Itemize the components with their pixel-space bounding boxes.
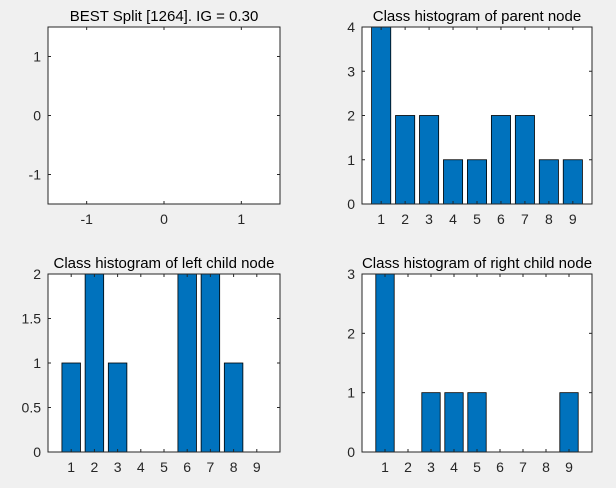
- y-tick-label: 1: [347, 385, 355, 401]
- x-tick-label: 5: [473, 459, 481, 475]
- bar-1: [61, 362, 81, 453]
- y-tick-label: -1: [29, 167, 42, 183]
- bar-7: [514, 115, 535, 205]
- bar-3: [107, 362, 128, 453]
- y-tick-label: 1: [347, 152, 355, 168]
- x-tick-label: 2: [91, 459, 99, 475]
- x-tick-label: 9: [569, 211, 577, 227]
- y-tick-label: 1: [33, 49, 41, 65]
- y-tick-label: 0: [347, 196, 355, 212]
- x-tick-label: 4: [137, 459, 145, 475]
- bar-7: [200, 273, 221, 453]
- bar-3: [421, 392, 441, 453]
- y-tick-label: 0: [33, 108, 41, 124]
- y-tick-label: 4: [347, 19, 355, 35]
- x-tick-label: 3: [114, 459, 122, 475]
- x-tick-label: 2: [404, 459, 412, 475]
- y-tick-label: 1: [33, 355, 41, 371]
- y-tick-label: 0.5: [22, 400, 42, 416]
- x-tick-label: 5: [473, 211, 481, 227]
- x-tick-label: 5: [160, 459, 168, 475]
- x-tick-label: 3: [425, 211, 433, 227]
- y-tick-label: 0: [347, 444, 355, 460]
- axes-background: [48, 274, 280, 452]
- chart-title: Class histogram of parent node: [373, 8, 581, 25]
- bar-2: [395, 115, 416, 205]
- x-tick-label: 7: [207, 459, 215, 475]
- axes-1: -1 0 1 -1 0 1 BEST Split [1264]. IG = 0.30: [29, 8, 281, 227]
- y-tick-label: 2: [347, 325, 355, 341]
- x-tick-label: 7: [519, 459, 527, 475]
- axes-background: [48, 27, 280, 204]
- y-tick-label: 3: [347, 266, 355, 282]
- bar-6: [177, 273, 197, 453]
- x-tick-label: 6: [497, 211, 505, 227]
- x-tick-label: 1: [381, 459, 389, 475]
- x-tick-label: 1: [67, 459, 75, 475]
- x-tick-label: 8: [545, 211, 553, 227]
- x-tick-label: 6: [496, 459, 504, 475]
- chart-title: Class histogram of right child node: [362, 255, 592, 272]
- y-tick-label: 3: [347, 63, 355, 79]
- x-tick-label: 4: [450, 459, 458, 475]
- y-tick-label: 0: [33, 444, 41, 460]
- bar-8: [538, 159, 559, 205]
- x-tick-label: 0: [160, 211, 168, 227]
- x-tick-label: 2: [401, 211, 409, 227]
- x-tick-label: 3: [427, 459, 435, 475]
- x-tick-label: 8: [542, 459, 550, 475]
- bar-1: [371, 26, 392, 205]
- y-tick-label: 2: [33, 266, 41, 282]
- x-tick-label: 9: [253, 459, 261, 475]
- y-tick-label: 2: [347, 108, 355, 124]
- x-tick-label: 7: [521, 211, 529, 227]
- chart-title: Class histogram of left child node: [54, 255, 275, 272]
- x-tick-label: -1: [80, 211, 93, 227]
- bar-8: [223, 362, 244, 453]
- x-tick-label: 1: [237, 211, 245, 227]
- x-tick-label: 1: [377, 211, 385, 227]
- y-tick-label: 1.5: [22, 311, 42, 327]
- x-tick-label: 6: [183, 459, 191, 475]
- chart-title: BEST Split [1264]. IG = 0.30: [70, 8, 259, 25]
- bar-5: [467, 159, 487, 205]
- bar-9: [559, 392, 579, 453]
- bar-6: [490, 115, 511, 205]
- bar-1: [375, 273, 395, 453]
- x-tick-label: 4: [449, 211, 457, 227]
- bar-4: [444, 392, 464, 453]
- bar-4: [443, 159, 464, 205]
- bar-5: [467, 392, 487, 453]
- bar-2: [84, 273, 105, 453]
- x-tick-label: 8: [230, 459, 238, 475]
- x-tick-label: 9: [565, 459, 573, 475]
- bar-9: [562, 159, 583, 205]
- bar-3: [419, 115, 440, 205]
